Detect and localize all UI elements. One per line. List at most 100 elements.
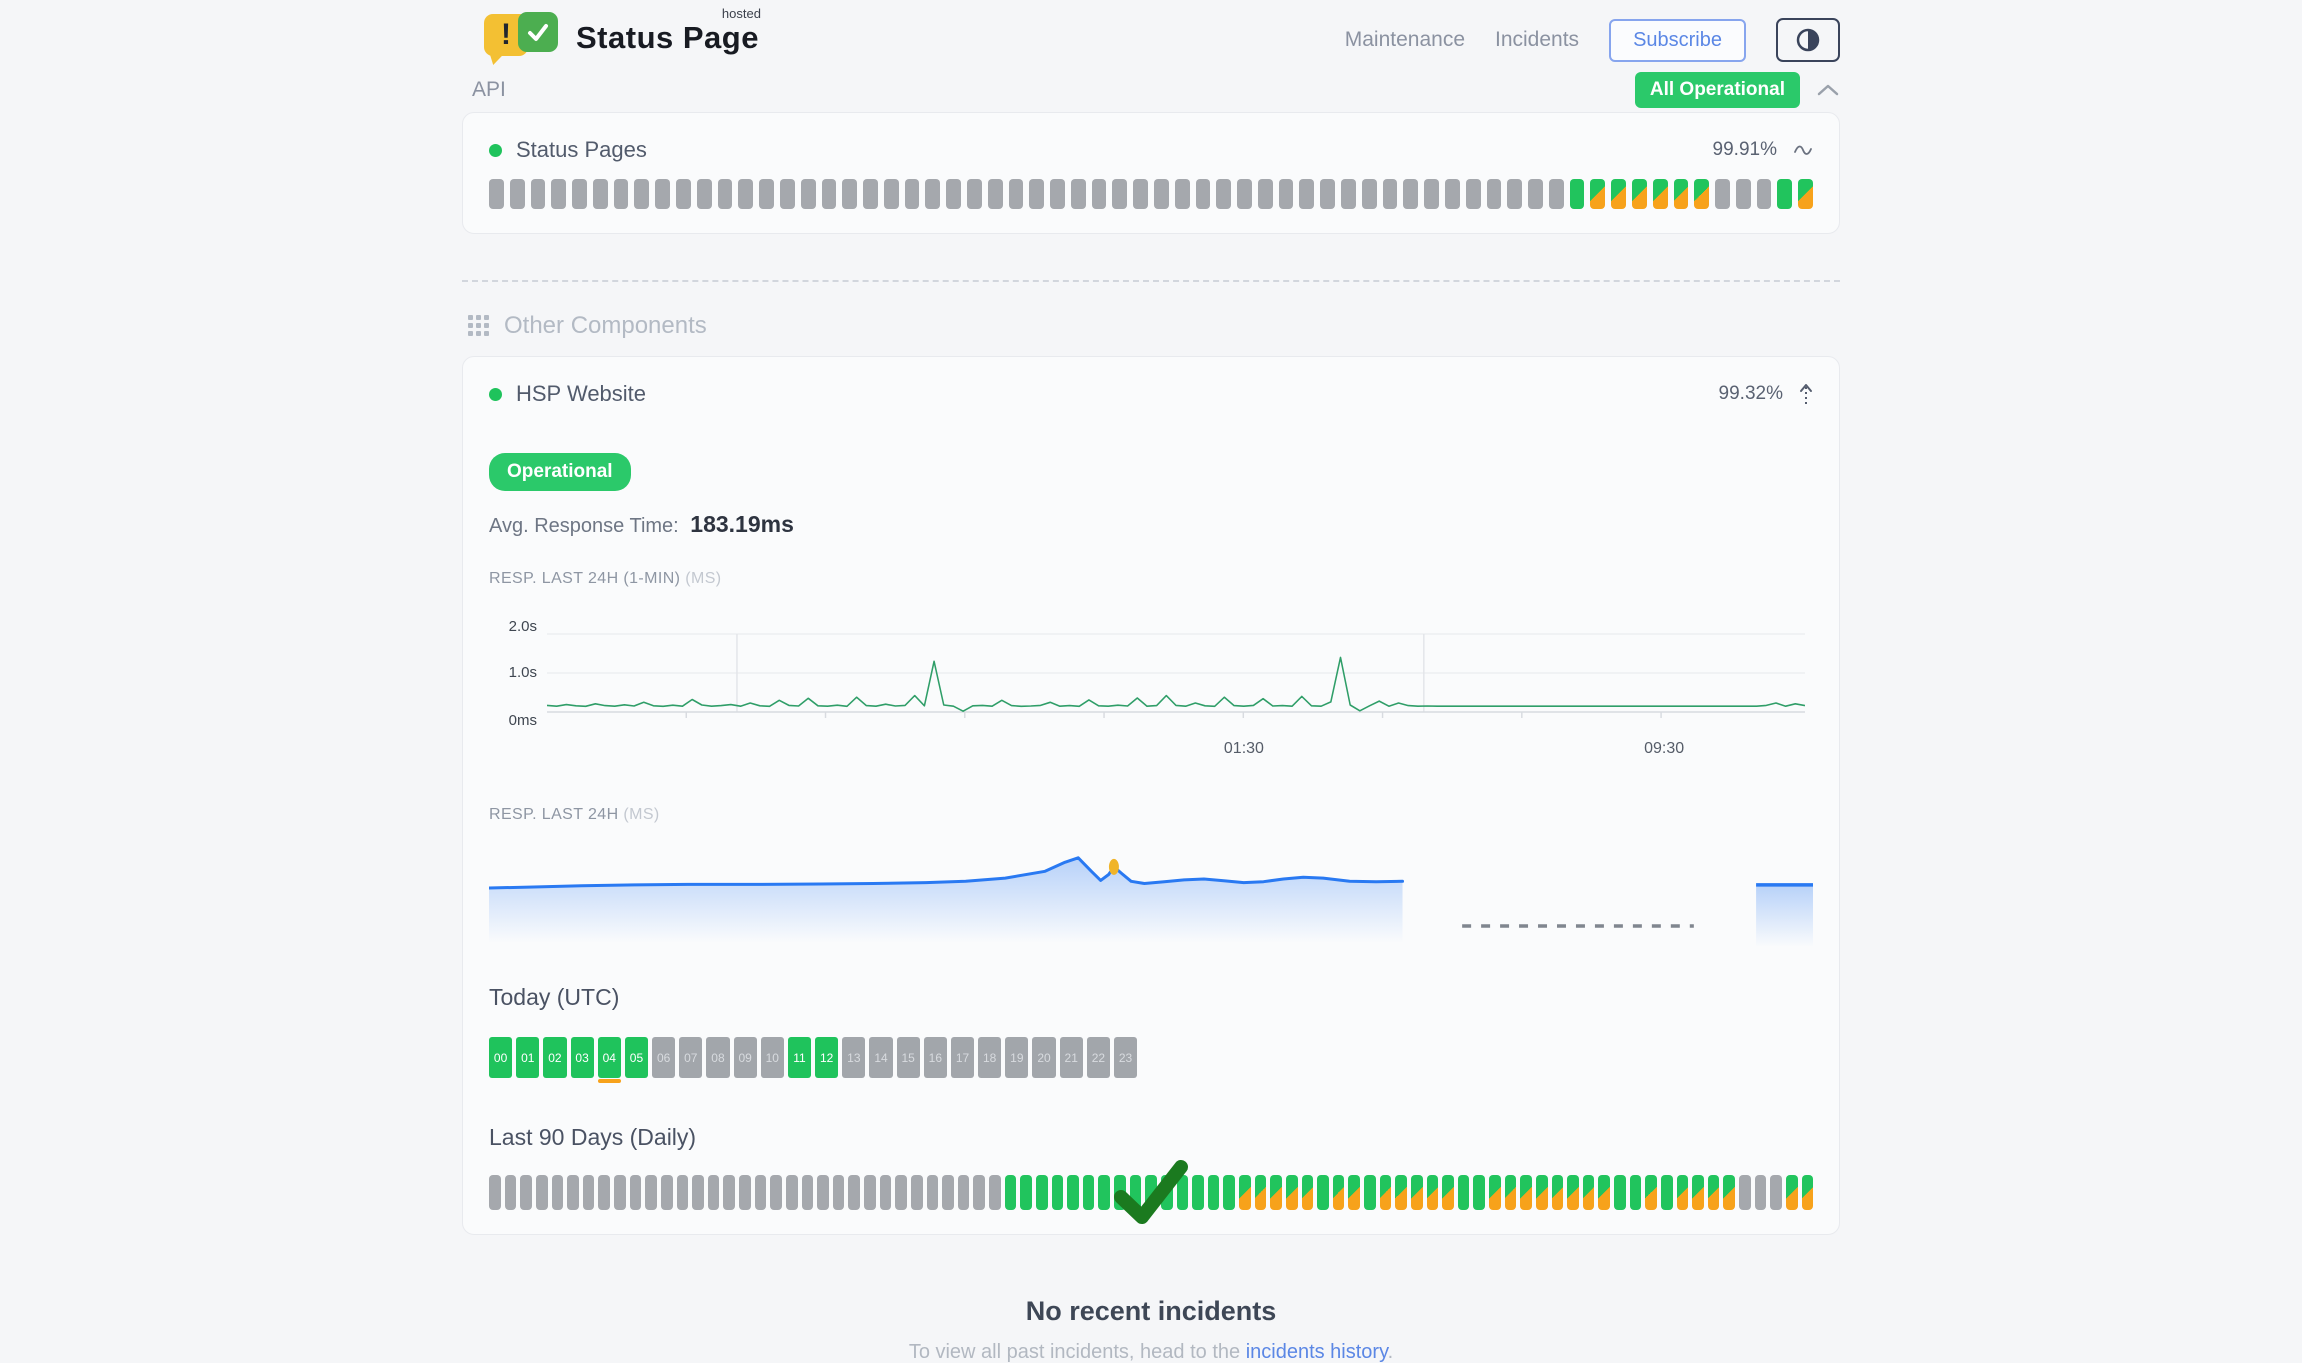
- uptime-bar: [1112, 179, 1128, 209]
- uptime-bar: [629, 1175, 642, 1210]
- uptime-bar: [1424, 179, 1439, 209]
- uptime-bar: [509, 179, 525, 209]
- uptime-bar: [551, 179, 567, 209]
- uptime-bar: [1174, 179, 1190, 209]
- grid-icon: [468, 315, 489, 336]
- uptime-bar: [1332, 1175, 1345, 1210]
- no-incidents-title: No recent incidents: [1025, 1296, 1277, 1326]
- uptime-bar: [1379, 1175, 1392, 1210]
- hour-block-14: 14: [869, 1037, 893, 1078]
- uptime-bar: [1535, 1175, 1548, 1210]
- nav-maintenance[interactable]: Maintenance: [1344, 28, 1465, 51]
- hour-block-04: 04: [597, 1037, 621, 1083]
- all-operational-badge[interactable]: All Operational: [1634, 72, 1800, 108]
- uptime-bar: [1426, 1175, 1439, 1210]
- uptime-bar: [1364, 1175, 1376, 1210]
- theme-toggle-button[interactable]: [1776, 18, 1840, 62]
- uptime-bar: [1504, 1175, 1517, 1210]
- hour-block-17: 17: [950, 1037, 975, 1078]
- x-tick-0930: 09:30: [1644, 740, 1685, 757]
- uptime-bar: [989, 1175, 1001, 1210]
- response-line-chart: 2.0s 1.0s 0ms 01:30 09:30: [489, 616, 1813, 766]
- hsp-website-card: HSP Website 99.32% Operational Avg. Resp…: [462, 356, 1840, 1235]
- hour-block-13: 13: [842, 1037, 866, 1078]
- line-chart-plot: [546, 616, 1806, 732]
- x-tick-0130: 01:30: [1223, 740, 1264, 757]
- brand-logo-mark: !: [484, 12, 562, 68]
- uptime-bar: [1473, 1175, 1485, 1210]
- uptime-bar: [1723, 1175, 1735, 1210]
- uptime-bar: [987, 179, 1003, 209]
- uptime-bar: [946, 179, 961, 209]
- response-area-chart: [489, 838, 1813, 958]
- uptime-bar: [1444, 179, 1460, 209]
- uptime-bar: [707, 1175, 720, 1210]
- uptime-bar: [582, 1175, 595, 1210]
- last90-title: Last 90 Days (Daily): [489, 1124, 697, 1150]
- uptime-bar: [1569, 179, 1585, 209]
- uptime-bar: [864, 1175, 876, 1210]
- api-card: Status Pages 99.91%: [462, 112, 1840, 234]
- nav-incidents[interactable]: Incidents: [1495, 28, 1580, 51]
- uptime-bar: [1317, 1175, 1329, 1210]
- uptime-bar: [592, 179, 608, 209]
- uptime-bar: [1735, 179, 1751, 209]
- uptime-bar: [925, 179, 941, 209]
- uptime-bar: [1050, 179, 1065, 209]
- uptime-bar: [904, 179, 920, 209]
- uptime-bar: [926, 1175, 939, 1210]
- uptime-bar: [551, 1175, 564, 1210]
- operational-badge: Operational: [489, 453, 631, 491]
- trend-up-arrow-icon[interactable]: [1799, 383, 1813, 405]
- uptime-bar: [535, 1175, 548, 1210]
- uptime-bar: [1590, 179, 1606, 209]
- uptime-bar: [1192, 1175, 1204, 1210]
- uptime-bar: [1223, 1175, 1235, 1210]
- uptime-bar: [489, 179, 504, 209]
- uptime-bar: [1067, 1175, 1079, 1210]
- uptime-bar: [842, 179, 858, 209]
- uptime-bar: [1299, 179, 1315, 209]
- brand-superscript: hosted: [721, 6, 761, 21]
- uptime-bar: [645, 1175, 657, 1210]
- uptime-percent: 99.91%: [1712, 139, 1777, 160]
- uptime-bar: [1489, 1175, 1501, 1210]
- uptime-bar: [1133, 179, 1148, 209]
- uptime-bar: [1754, 1175, 1767, 1210]
- uptime-bar: [1098, 1175, 1110, 1210]
- hour-block-15: 15: [896, 1037, 920, 1078]
- hour-block-07: 07: [679, 1037, 703, 1078]
- incidents-history-link[interactable]: incidents history: [1245, 1341, 1388, 1363]
- uptime-bar: [1237, 179, 1252, 209]
- uptime-bar: [1739, 1175, 1751, 1210]
- component-row-status-pages: Status Pages 99.91%: [489, 137, 1813, 163]
- uptime-bar: [1465, 179, 1481, 209]
- api-uptime-bars: [489, 179, 1813, 209]
- subheader: API All Operational: [462, 70, 1840, 110]
- uptime-bar: [1652, 179, 1668, 209]
- hour-block-08: 08: [706, 1037, 730, 1078]
- subscribe-button[interactable]: Subscribe: [1609, 18, 1746, 62]
- uptime-bar: [1676, 1175, 1689, 1210]
- uptime-bar: [1051, 1175, 1064, 1210]
- collapse-chevron-icon[interactable]: [1816, 82, 1840, 98]
- uptime-bar: [759, 179, 774, 209]
- uptime-bar: [966, 179, 982, 209]
- trend-wave-icon[interactable]: [1793, 143, 1813, 157]
- hour-block-19: 19: [1005, 1037, 1029, 1078]
- uptime-bar: [655, 179, 671, 209]
- uptime-bar: [692, 1175, 704, 1210]
- uptime-bar: [1660, 1175, 1673, 1210]
- uptime-bar: [696, 179, 712, 209]
- uptime-bar: [676, 1175, 689, 1210]
- component-name: HSP Website: [516, 381, 647, 406]
- uptime-bar: [738, 179, 754, 209]
- status-dot: [489, 387, 502, 401]
- uptime-bar: [1673, 179, 1689, 209]
- avg-response-row: Avg. Response Time: 183.19ms: [489, 511, 1813, 538]
- uptime-bar: [879, 1175, 892, 1210]
- incidents-footer: No recent incidents To view all past inc…: [0, 1150, 2302, 1363]
- uptime-bar: [1278, 179, 1294, 209]
- hour-block-12: 12: [815, 1037, 839, 1078]
